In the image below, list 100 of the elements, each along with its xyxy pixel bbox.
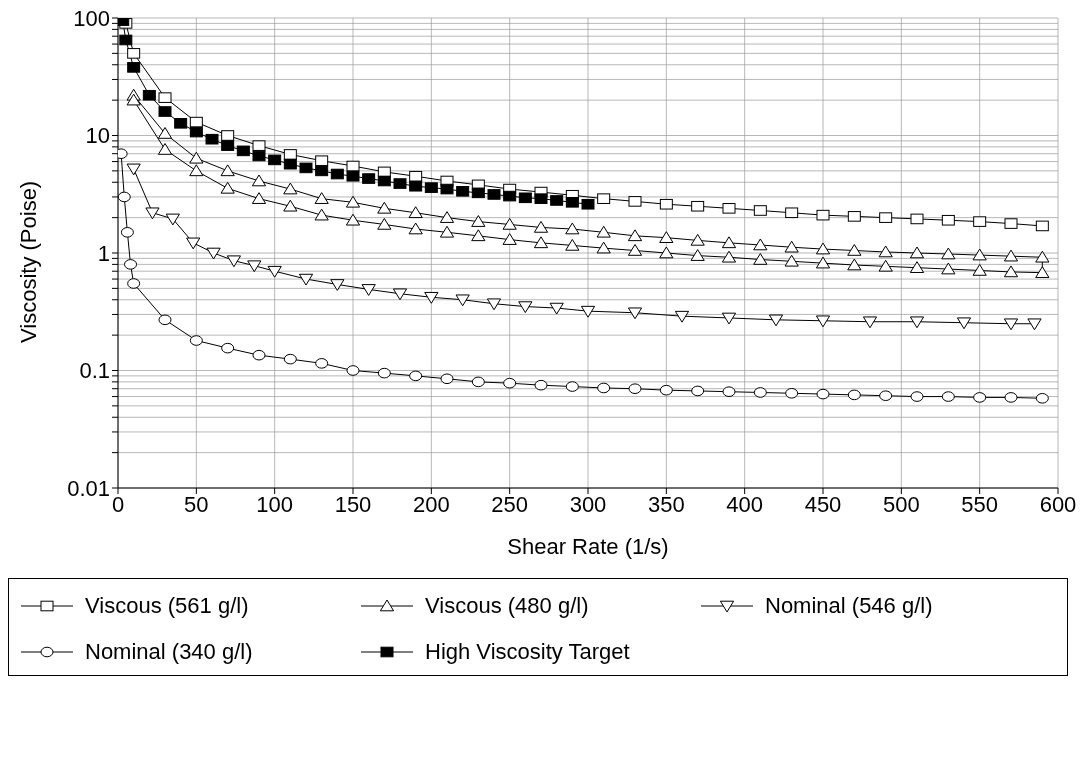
point [596,225,611,238]
point [393,178,407,189]
point [533,236,549,249]
point [534,193,548,204]
point [471,187,485,199]
point [941,214,955,226]
point [283,158,297,170]
point [409,370,423,382]
point [1004,392,1018,403]
point [456,186,470,197]
point [267,265,282,278]
point [1035,220,1049,232]
point [1003,318,1019,331]
point [165,213,180,226]
point [597,382,611,394]
point [659,384,673,396]
x-tick-label: 0 [111,491,125,517]
point [158,106,172,117]
point [236,145,250,157]
y-tick-label: 100 [73,5,110,31]
point [247,260,262,273]
point [1027,318,1042,331]
point [298,273,314,286]
point [377,217,392,230]
y-tick-label: 0.1 [79,358,110,384]
point [941,247,956,260]
point [502,233,517,245]
x-tick-label: 300 [569,491,607,517]
point [550,195,564,206]
point [909,261,925,273]
point [659,246,674,259]
y-tick-label: 10 [85,123,110,149]
point [283,149,297,160]
point [486,298,502,311]
point [440,183,454,195]
point [659,198,673,210]
point [221,130,235,141]
point [784,240,799,253]
point [691,200,705,212]
point [346,170,360,182]
point [471,376,485,388]
point [753,387,767,398]
point [220,164,235,177]
point [361,284,376,296]
point [251,192,267,204]
point [909,316,925,329]
point [503,377,517,389]
point [220,181,235,194]
point [690,233,705,246]
point [251,174,267,187]
point [377,166,391,178]
legend-label: Nominal (546 g/l) [765,593,933,619]
point [753,205,767,216]
legend-label: Viscous (480 g/l) [425,593,589,619]
point [847,211,861,222]
x-tick-label: 50 [184,491,209,517]
point [283,353,297,365]
point [503,190,517,202]
point [252,150,266,162]
point [377,367,391,379]
point [408,206,423,219]
point [518,301,533,314]
x-tick-label: 400 [726,491,764,517]
point [174,118,188,129]
point [471,229,486,242]
point [119,34,133,46]
point [956,317,972,330]
x-tick-label: 450 [804,491,842,517]
point [565,222,580,235]
point [785,207,799,219]
point [721,236,737,249]
point [330,279,345,291]
point [1004,218,1018,229]
point [127,48,141,59]
legend-label: Nominal (340 g/l) [85,639,253,665]
point [189,335,203,346]
point [690,249,705,261]
point [847,258,862,271]
point [315,165,329,177]
point [126,93,141,106]
x-tick-label: 200 [412,491,450,517]
point [189,126,203,138]
point [941,262,956,275]
point [878,259,893,272]
point [252,349,266,361]
point [157,143,173,155]
point [596,241,611,254]
point [628,196,642,207]
point [815,242,831,255]
point [314,208,329,221]
point [345,195,361,208]
point [753,238,768,251]
point [124,259,138,270]
point [1035,266,1050,278]
point [972,263,987,276]
point [580,305,596,318]
point [315,155,329,167]
point [487,189,501,200]
point [189,151,204,164]
point [910,391,924,402]
